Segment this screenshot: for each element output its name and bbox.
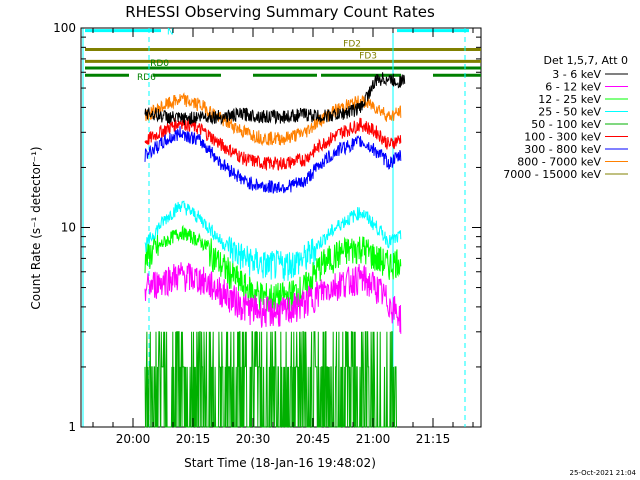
legend-title: Det 1,5,7, Att 0: [544, 54, 628, 67]
y-tick-label: 100: [53, 21, 76, 35]
legend-label: 3 - 6 keV: [552, 68, 601, 81]
legend-label: 800 - 7000 keV: [517, 156, 601, 169]
series-line-6: [144, 126, 402, 194]
x-axis-label: Start Time (18-Jan-16 19:48:02): [184, 456, 376, 470]
state-bar-label: FD2: [343, 40, 361, 50]
state-bar-label: RD6: [137, 73, 156, 83]
series-line-7: [144, 92, 402, 147]
series-lines: [144, 72, 406, 428]
legend-label: 7000 - 15000 keV: [503, 168, 601, 181]
series-line-1: [144, 262, 402, 334]
state-bar-label: FD3: [359, 51, 377, 61]
legend-label: 25 - 50 keV: [538, 106, 601, 119]
y-axis-ticks: 1 10 100: [53, 21, 481, 434]
legend-label: 100 - 300 keV: [524, 131, 601, 144]
series-line-5: [144, 116, 402, 171]
y-tick-label: 10: [61, 221, 76, 235]
legend-label: 300 - 800 keV: [524, 143, 601, 156]
x-tick-label: 20:30: [236, 432, 271, 446]
x-tick-label: 21:15: [416, 432, 451, 446]
state-bar-label: RD0: [150, 59, 169, 69]
legend-label: 50 - 100 keV: [531, 118, 601, 131]
legend-label: 6 - 12 keV: [545, 81, 601, 94]
x-tick-label: 20:15: [176, 432, 211, 446]
series-line-3: [144, 200, 402, 281]
y-tick-label: 1: [68, 420, 76, 434]
series-line-4: [144, 331, 397, 428]
generation-timestamp: 25-Oct-2021 21:04: [570, 469, 637, 477]
state-bar-label: N: [167, 28, 174, 38]
x-tick-label: 20:45: [296, 432, 331, 446]
y-axis-label: Count Rate (s⁻¹ detector⁻¹): [29, 146, 43, 309]
chart-title: RHESSI Observing Summary Count Rates: [125, 3, 435, 21]
legend-label: 12 - 25 keV: [538, 93, 601, 106]
x-axis-ticks: 20:00 20:15 20:30 20:45 21:00 21:15: [92, 28, 474, 446]
series-line-0: [144, 72, 406, 126]
series-line-2: [144, 224, 402, 312]
x-tick-label: 20:00: [116, 432, 151, 446]
x-tick-label: 21:00: [356, 432, 391, 446]
